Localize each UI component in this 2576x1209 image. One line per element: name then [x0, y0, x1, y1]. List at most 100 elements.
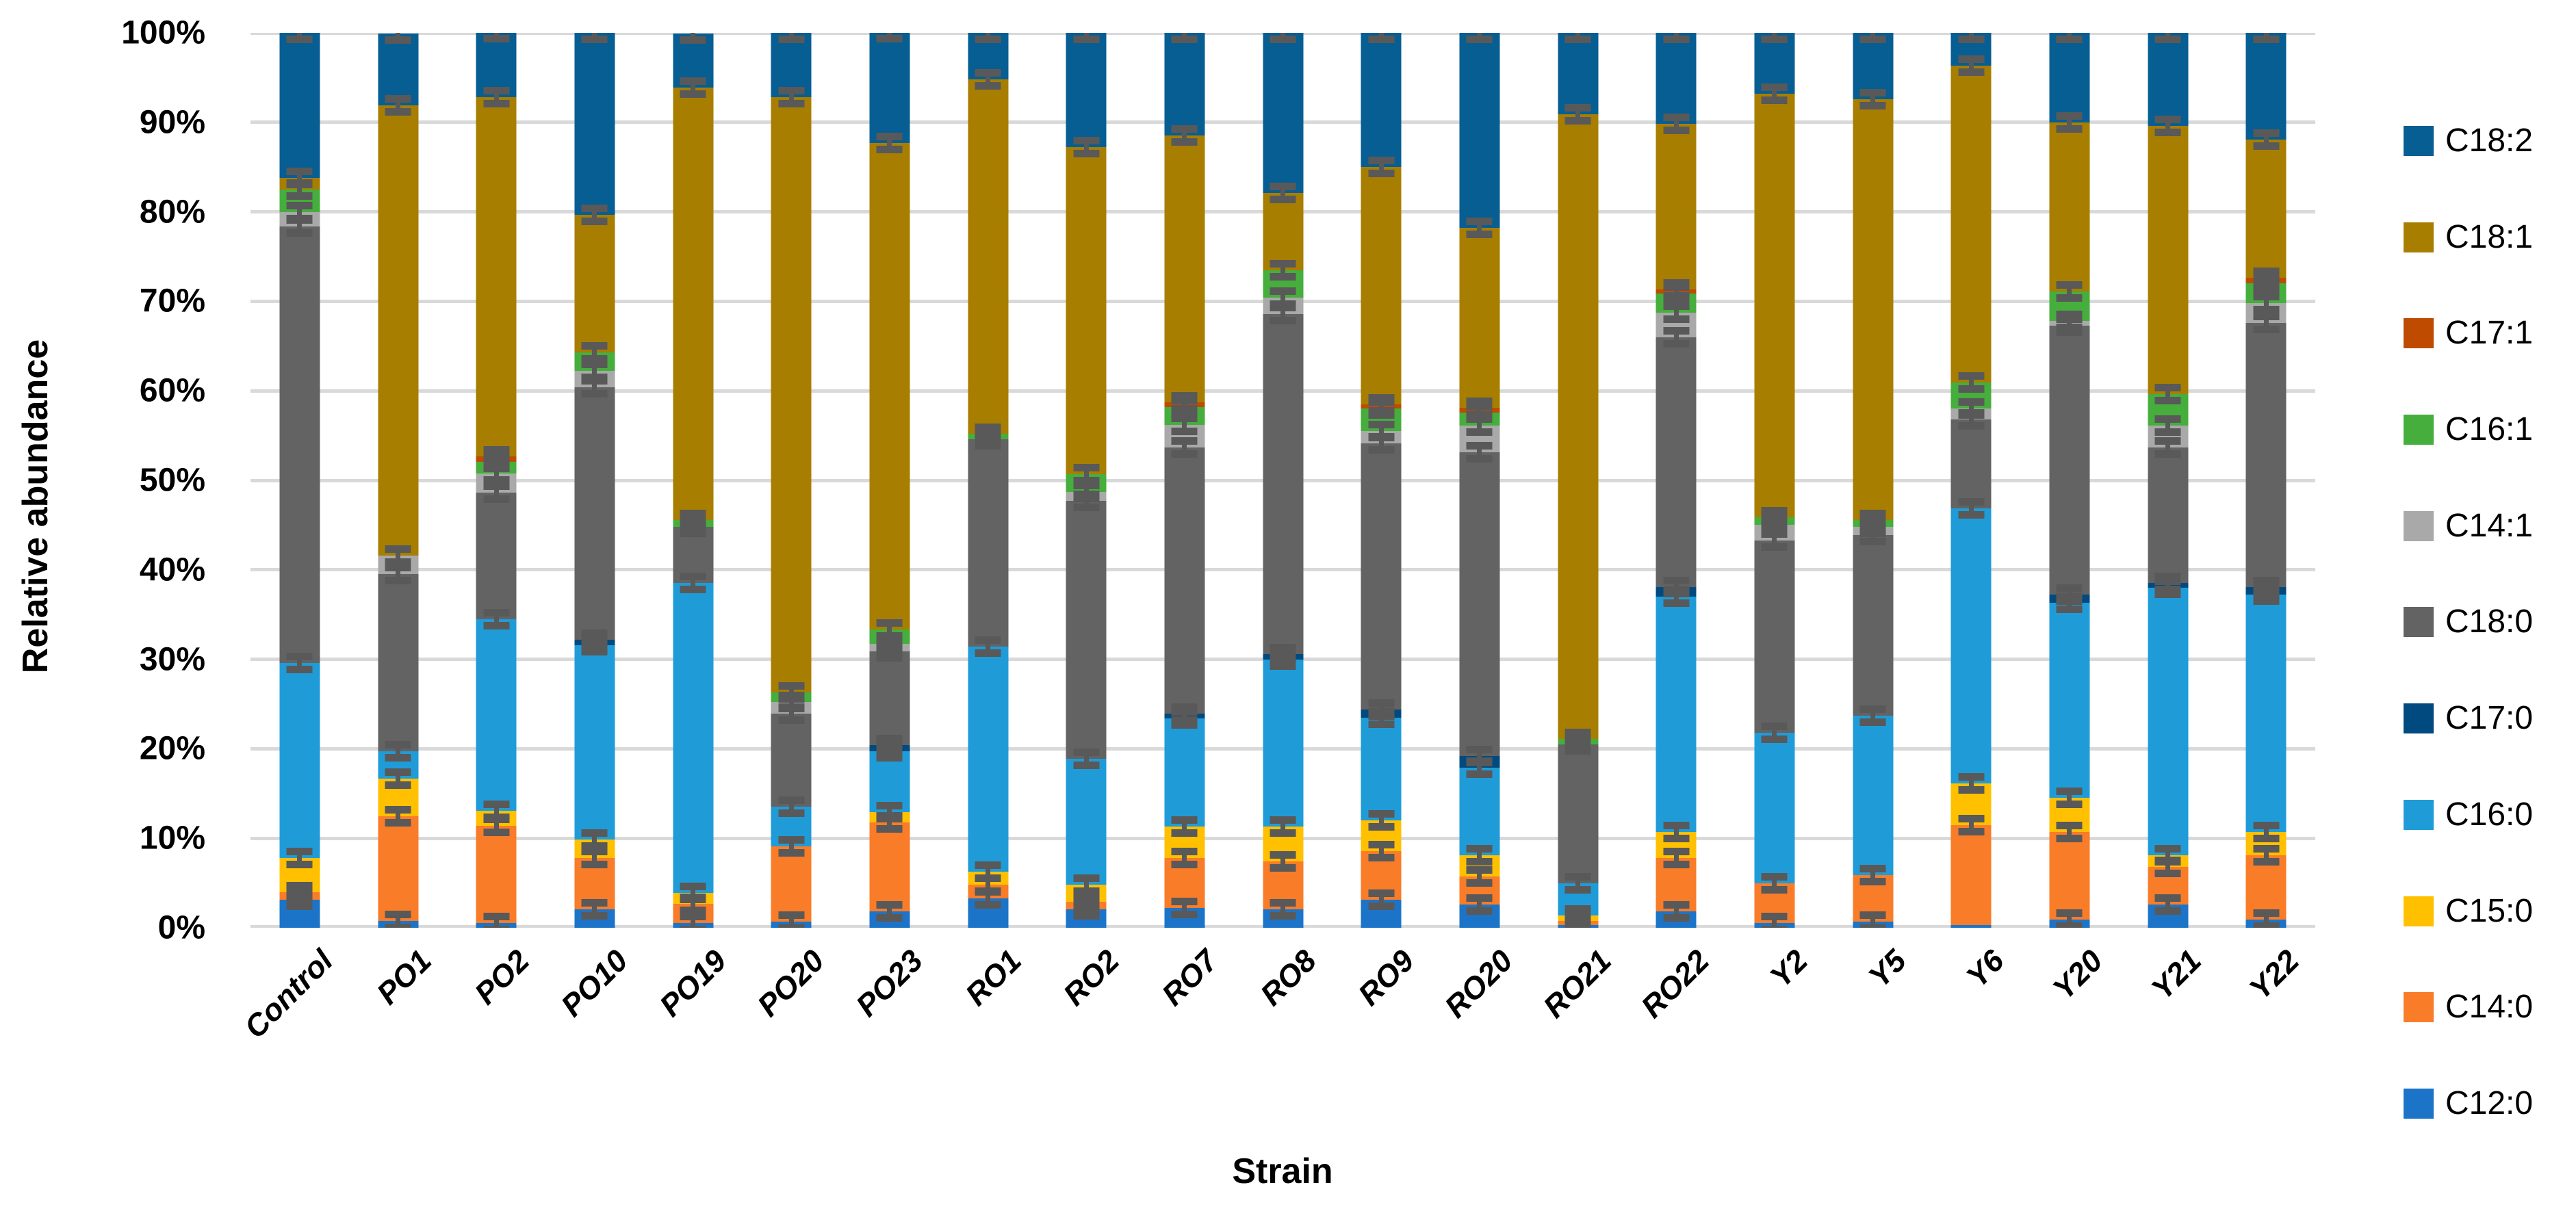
error-bar-line: [1182, 417, 1187, 432]
error-bar-line: [1182, 819, 1187, 835]
error-bar-cap: [680, 509, 706, 517]
error-bar: [2056, 909, 2083, 928]
error-bar: [1958, 814, 1985, 835]
error-bar-cap: [1466, 894, 1493, 902]
error-bar: [385, 545, 411, 566]
error-bar-cap: [2056, 324, 2083, 332]
segment-C16:0: [673, 583, 714, 893]
legend-swatch-icon: [2404, 703, 2434, 734]
error-bar: [581, 847, 608, 868]
error-bar: [1761, 722, 1788, 743]
error-bar-cap: [483, 608, 510, 616]
error-bar-cap: [385, 768, 411, 776]
error-bar: [385, 741, 411, 762]
error-bar: [778, 33, 805, 43]
error-bar-line: [1870, 91, 1876, 107]
error-bar-line: [1968, 817, 1974, 833]
segment-C18:1: [1853, 99, 1894, 520]
error-bar-line: [788, 685, 794, 700]
bar-Y22: [2245, 33, 2287, 928]
error-bar-line: [493, 448, 499, 464]
segment-C18:2: [2245, 33, 2287, 140]
error-bar: [1958, 372, 1985, 393]
error-bar: [2056, 112, 2083, 133]
error-bar-cap: [385, 564, 411, 572]
error-bar-line: [986, 863, 991, 879]
error-bar-line: [396, 97, 400, 113]
error-bar-cap: [876, 653, 903, 662]
error-bar: [778, 911, 805, 928]
error-bar: [876, 735, 903, 756]
error-bar-cap: [286, 36, 313, 43]
error-bar-cap: [286, 652, 313, 660]
error-bar-cap: [483, 813, 510, 821]
error-bar: [581, 829, 608, 850]
legend-swatch-icon: [2404, 510, 2434, 541]
y-tick-label: 60%: [139, 372, 205, 409]
error-bar-cap: [1466, 218, 1493, 226]
error-bar-cap: [483, 800, 510, 808]
x-tick-label-Y2: Y2: [1762, 943, 1814, 994]
legend-label: C16:0: [2445, 796, 2534, 833]
error-bar: [581, 898, 608, 920]
error-bar-cap: [581, 847, 608, 855]
error-bar: [2154, 437, 2181, 458]
error-bar-cap: [1073, 761, 1100, 769]
error-bar-cap: [2154, 586, 2181, 594]
error-bar: [975, 33, 1001, 43]
segment-C18:0: [1656, 337, 1697, 587]
bars-container: [250, 33, 2315, 928]
error-bar: [1466, 894, 1493, 915]
error-bar: [1761, 33, 1788, 43]
error-bar-line: [2165, 575, 2171, 591]
error-bar-line: [396, 770, 400, 786]
x-tick-label-Control: Control: [237, 943, 339, 1045]
error-bar-cap: [1958, 411, 1985, 419]
error-bar-line: [297, 850, 302, 866]
error-bar-line: [297, 204, 302, 220]
error-bar-cap: [1859, 537, 1886, 545]
error-bar-cap: [286, 847, 313, 855]
y-tick-label: 80%: [139, 194, 205, 231]
error-bar-cap: [2154, 907, 2181, 915]
error-bar-cap: [2154, 397, 2181, 405]
error-bar-cap: [1171, 36, 1198, 43]
error-bar: [1564, 729, 1591, 750]
segment-C16:0: [279, 662, 320, 858]
error-bar-cap: [1270, 643, 1296, 651]
error-bar: [1663, 33, 1690, 43]
error-bar-cap: [2056, 311, 2083, 319]
error-bar-cap: [1171, 847, 1198, 855]
error-bar-line: [691, 896, 696, 911]
x-tick-label-Y22: Y22: [2242, 943, 2306, 1006]
error-bar-cap: [876, 914, 903, 922]
error-bar-cap: [975, 887, 1001, 896]
error-bar: [483, 913, 510, 928]
error-bar-cap: [2253, 142, 2280, 150]
bar-slot: [250, 33, 349, 928]
error-bar-line: [493, 818, 499, 833]
error-bar-cap: [2056, 294, 2083, 302]
error-bar-cap: [483, 476, 510, 484]
error-bar-line: [592, 901, 597, 917]
legend-item-C12:0: C12:0: [2404, 1087, 2533, 1120]
error-bar: [1073, 33, 1100, 43]
error-bar-line: [2165, 859, 2171, 875]
segment-C18:2: [476, 33, 517, 98]
error-bar-cap: [1171, 405, 1198, 413]
error-bar-cap: [1270, 36, 1296, 43]
error-bar-line: [1968, 58, 1974, 74]
error-bar-cap: [2056, 788, 2083, 796]
error-bar-cap: [1368, 720, 1395, 728]
error-bar-cap: [1564, 104, 1591, 112]
error-bar-cap: [1859, 877, 1886, 885]
segment-C18:2: [771, 33, 812, 98]
error-bar-cap: [2154, 129, 2181, 137]
error-bar-cap: [1171, 125, 1198, 133]
error-bar-cap: [876, 748, 903, 756]
error-bar-line: [1968, 412, 1974, 428]
segment-C18:2: [279, 33, 320, 178]
bar-RO1: [968, 33, 1009, 928]
error-bar-line: [986, 72, 991, 88]
error-bar: [1171, 33, 1198, 43]
